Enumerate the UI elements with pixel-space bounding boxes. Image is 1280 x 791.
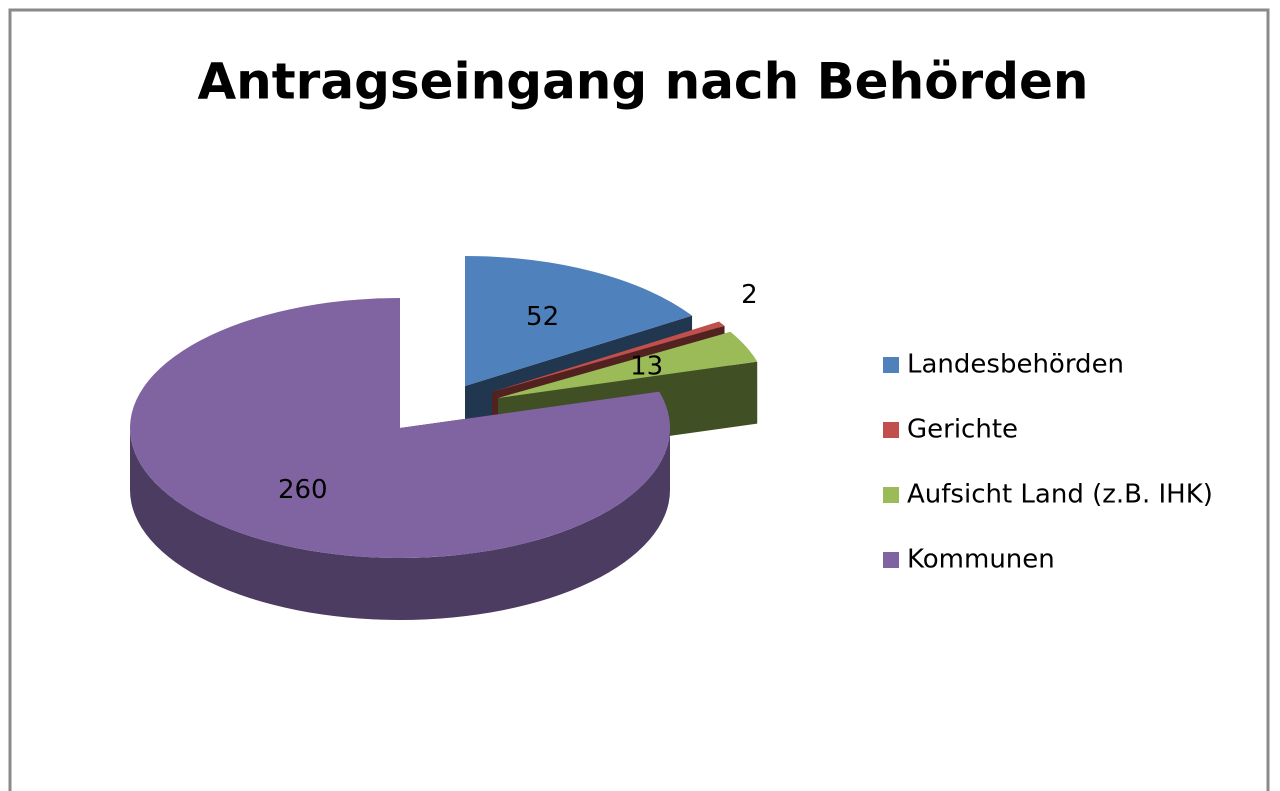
- legend-swatch: [883, 357, 899, 373]
- chart-title: Antragseingang nach Behörden: [197, 53, 1088, 111]
- slice-side: [130, 428, 670, 620]
- data-label: 52: [526, 302, 559, 332]
- legend-label: Landesbehörden: [907, 350, 1124, 380]
- legend-swatch: [883, 422, 899, 438]
- legend-swatch: [883, 552, 899, 568]
- data-label: 260: [278, 475, 328, 505]
- slice: [465, 256, 693, 386]
- slice: [498, 331, 758, 398]
- legend-label: Kommunen: [907, 545, 1055, 575]
- data-label: 13: [630, 352, 663, 382]
- legend-label: Gerichte: [907, 415, 1018, 445]
- slice: [129, 298, 670, 558]
- legend: Landesbehörden Gerichte Aufsicht Land (z.B…: [883, 350, 1213, 575]
- slice: [492, 321, 725, 392]
- legend-label: Aufsicht Land (z.B. IHK): [907, 480, 1213, 510]
- pie: 52 2 13 260: [129, 256, 758, 620]
- legend-swatch: [883, 487, 899, 503]
- data-label: 2: [741, 280, 758, 310]
